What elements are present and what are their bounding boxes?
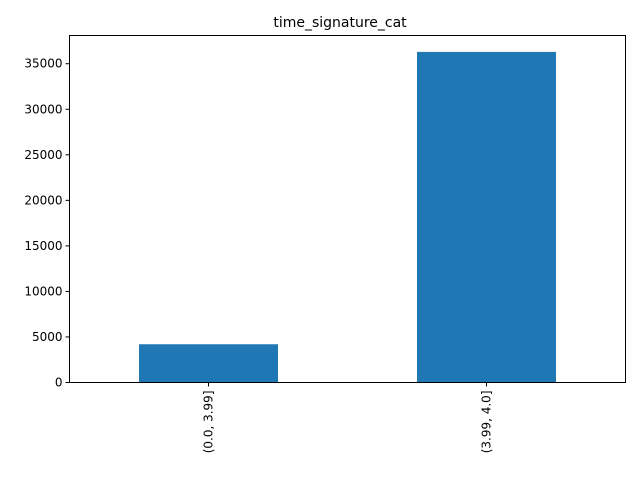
y-tick-label-6: 30000 — [24, 102, 62, 116]
plot-frame — [69, 35, 626, 383]
chart-title: time_signature_cat — [273, 15, 407, 31]
x-tick-label-0: (0.0, 3.99] — [202, 391, 216, 454]
y-tick-label-0: 0 — [55, 376, 63, 390]
y-tick-label-7: 35000 — [24, 57, 62, 71]
bar-0 — [139, 344, 278, 383]
y-axis: 0 5000 10000 15000 20000 25000 30000 35000 — [24, 57, 70, 390]
x-tick-label-1: (3.99, 4.0] — [480, 391, 494, 454]
bar-1 — [417, 51, 556, 383]
y-tick-label-2: 10000 — [24, 284, 62, 298]
x-axis: (0.0, 3.99] (3.99, 4.0] — [202, 382, 494, 454]
bars-group — [139, 51, 556, 383]
y-tick-label-5: 25000 — [24, 148, 62, 162]
y-tick-label-3: 15000 — [24, 239, 62, 253]
y-tick-label-4: 20000 — [24, 193, 62, 207]
y-tick-label-1: 5000 — [32, 330, 63, 344]
